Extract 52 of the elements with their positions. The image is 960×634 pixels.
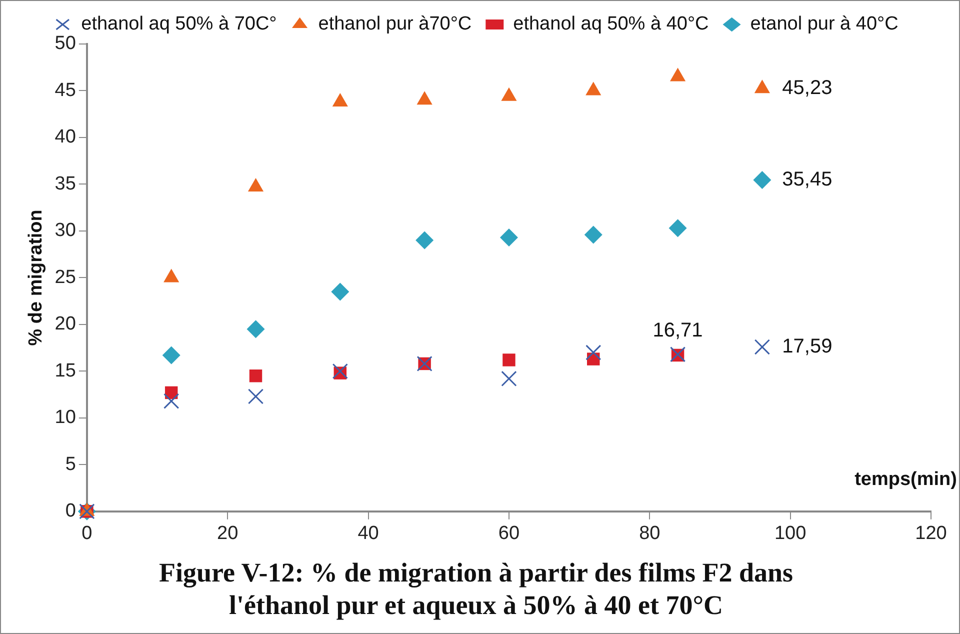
data-label: 35,45 (782, 168, 832, 191)
point (754, 80, 770, 94)
point (501, 370, 517, 386)
point (248, 178, 264, 192)
point (331, 282, 350, 301)
x-tick-label: 60 (498, 523, 520, 544)
point (246, 320, 265, 338)
point (502, 354, 516, 366)
point (584, 226, 602, 244)
y-axis-title: % de migration (26, 210, 47, 346)
y-tick-label: 45 (54, 80, 76, 101)
point (164, 393, 180, 409)
point (416, 91, 432, 105)
x-tick-label: 100 (774, 523, 806, 544)
y-tick-label: 0 (65, 500, 76, 522)
point (670, 68, 686, 82)
x-tick-label: 20 (217, 523, 238, 544)
y-tick-label: 5 (65, 454, 76, 475)
legend-label: ethanol pur à70°C (318, 14, 472, 35)
x-tick-label: 0 (82, 523, 92, 544)
point (754, 339, 770, 355)
point (332, 363, 348, 379)
y-tick-label: 35 (54, 173, 76, 194)
point (332, 92, 348, 106)
point (162, 346, 180, 364)
point (586, 82, 602, 96)
point (753, 171, 772, 190)
y-tick-label: 10 (54, 407, 76, 428)
legend-label: ethanol aq 50% à 40°C (513, 14, 709, 35)
data-label: 16,71 (652, 320, 703, 342)
y-tick-label: 30 (54, 220, 76, 242)
point (416, 231, 434, 250)
y-tick-label: 25 (54, 266, 76, 288)
legend-label: ethanol aq 50% à 70C° (81, 14, 277, 35)
legend-label: etanol pur à 40°C (750, 14, 898, 35)
x-tick-label: 40 (358, 523, 379, 544)
y-tick-label: 15 (54, 360, 76, 382)
point (668, 219, 687, 238)
y-tick-label: 40 (54, 126, 76, 148)
point (249, 369, 262, 382)
y-tick-label: 20 (54, 314, 76, 335)
x-tick-label: 120 (915, 523, 947, 544)
y-tick-label: 50 (54, 33, 76, 54)
text: Figure V-12: % de migration à partir des films F2 dans l'éthanol pur et aqueux à 50% à 40 et 70°C (159, 557, 793, 620)
point (586, 344, 602, 360)
point (501, 87, 517, 101)
point (500, 228, 518, 247)
data-label: 17,59 (782, 335, 832, 358)
data-label: 45,23 (782, 77, 832, 100)
x-tick-label: 80 (639, 523, 660, 544)
point (248, 388, 264, 404)
x-axis-title: temps(min) (854, 469, 957, 490)
